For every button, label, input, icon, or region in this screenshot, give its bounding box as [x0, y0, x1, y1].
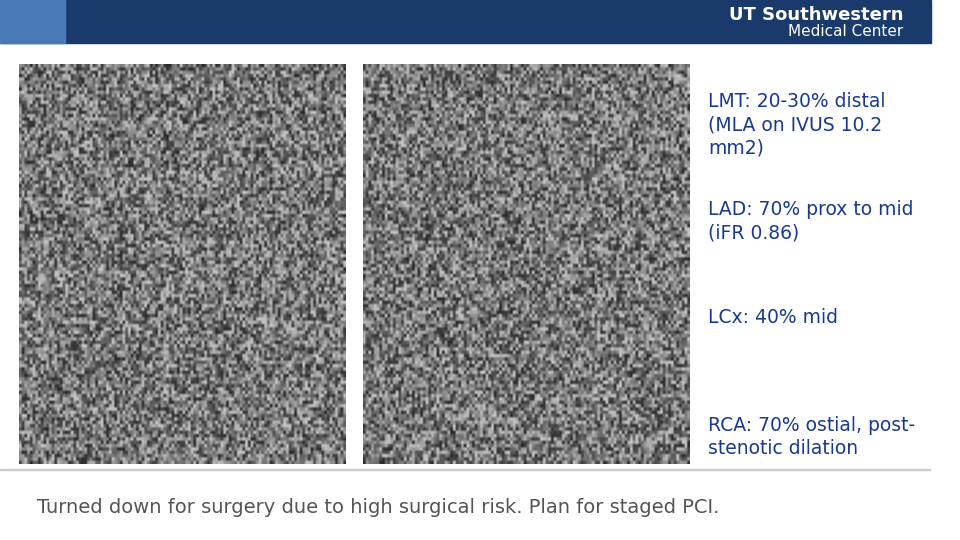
Bar: [0, 0, 931, 43]
Text: LMT: 20-30% distal
(MLA on IVUS 10.2
mm2): LMT: 20-30% distal (MLA on IVUS 10.2 mm2…: [708, 92, 885, 158]
Bar: [0, 469, 931, 470]
Text: UT Southwestern: UT Southwestern: [729, 6, 903, 24]
Text: RCA: 70% ostial, post-
stenotic dilation: RCA: 70% ostial, post- stenotic dilation: [708, 416, 915, 458]
Text: Turned down for surgery due to high surgical risk. Plan for staged PCI.: Turned down for surgery due to high surg…: [37, 498, 720, 517]
Text: LCx: 40% mid: LCx: 40% mid: [708, 308, 838, 327]
Bar: [0, 0, 65, 43]
Text: LAD: 70% prox to mid
(iFR 0.86): LAD: 70% prox to mid (iFR 0.86): [708, 200, 913, 242]
Text: Medical Center: Medical Center: [788, 24, 903, 38]
